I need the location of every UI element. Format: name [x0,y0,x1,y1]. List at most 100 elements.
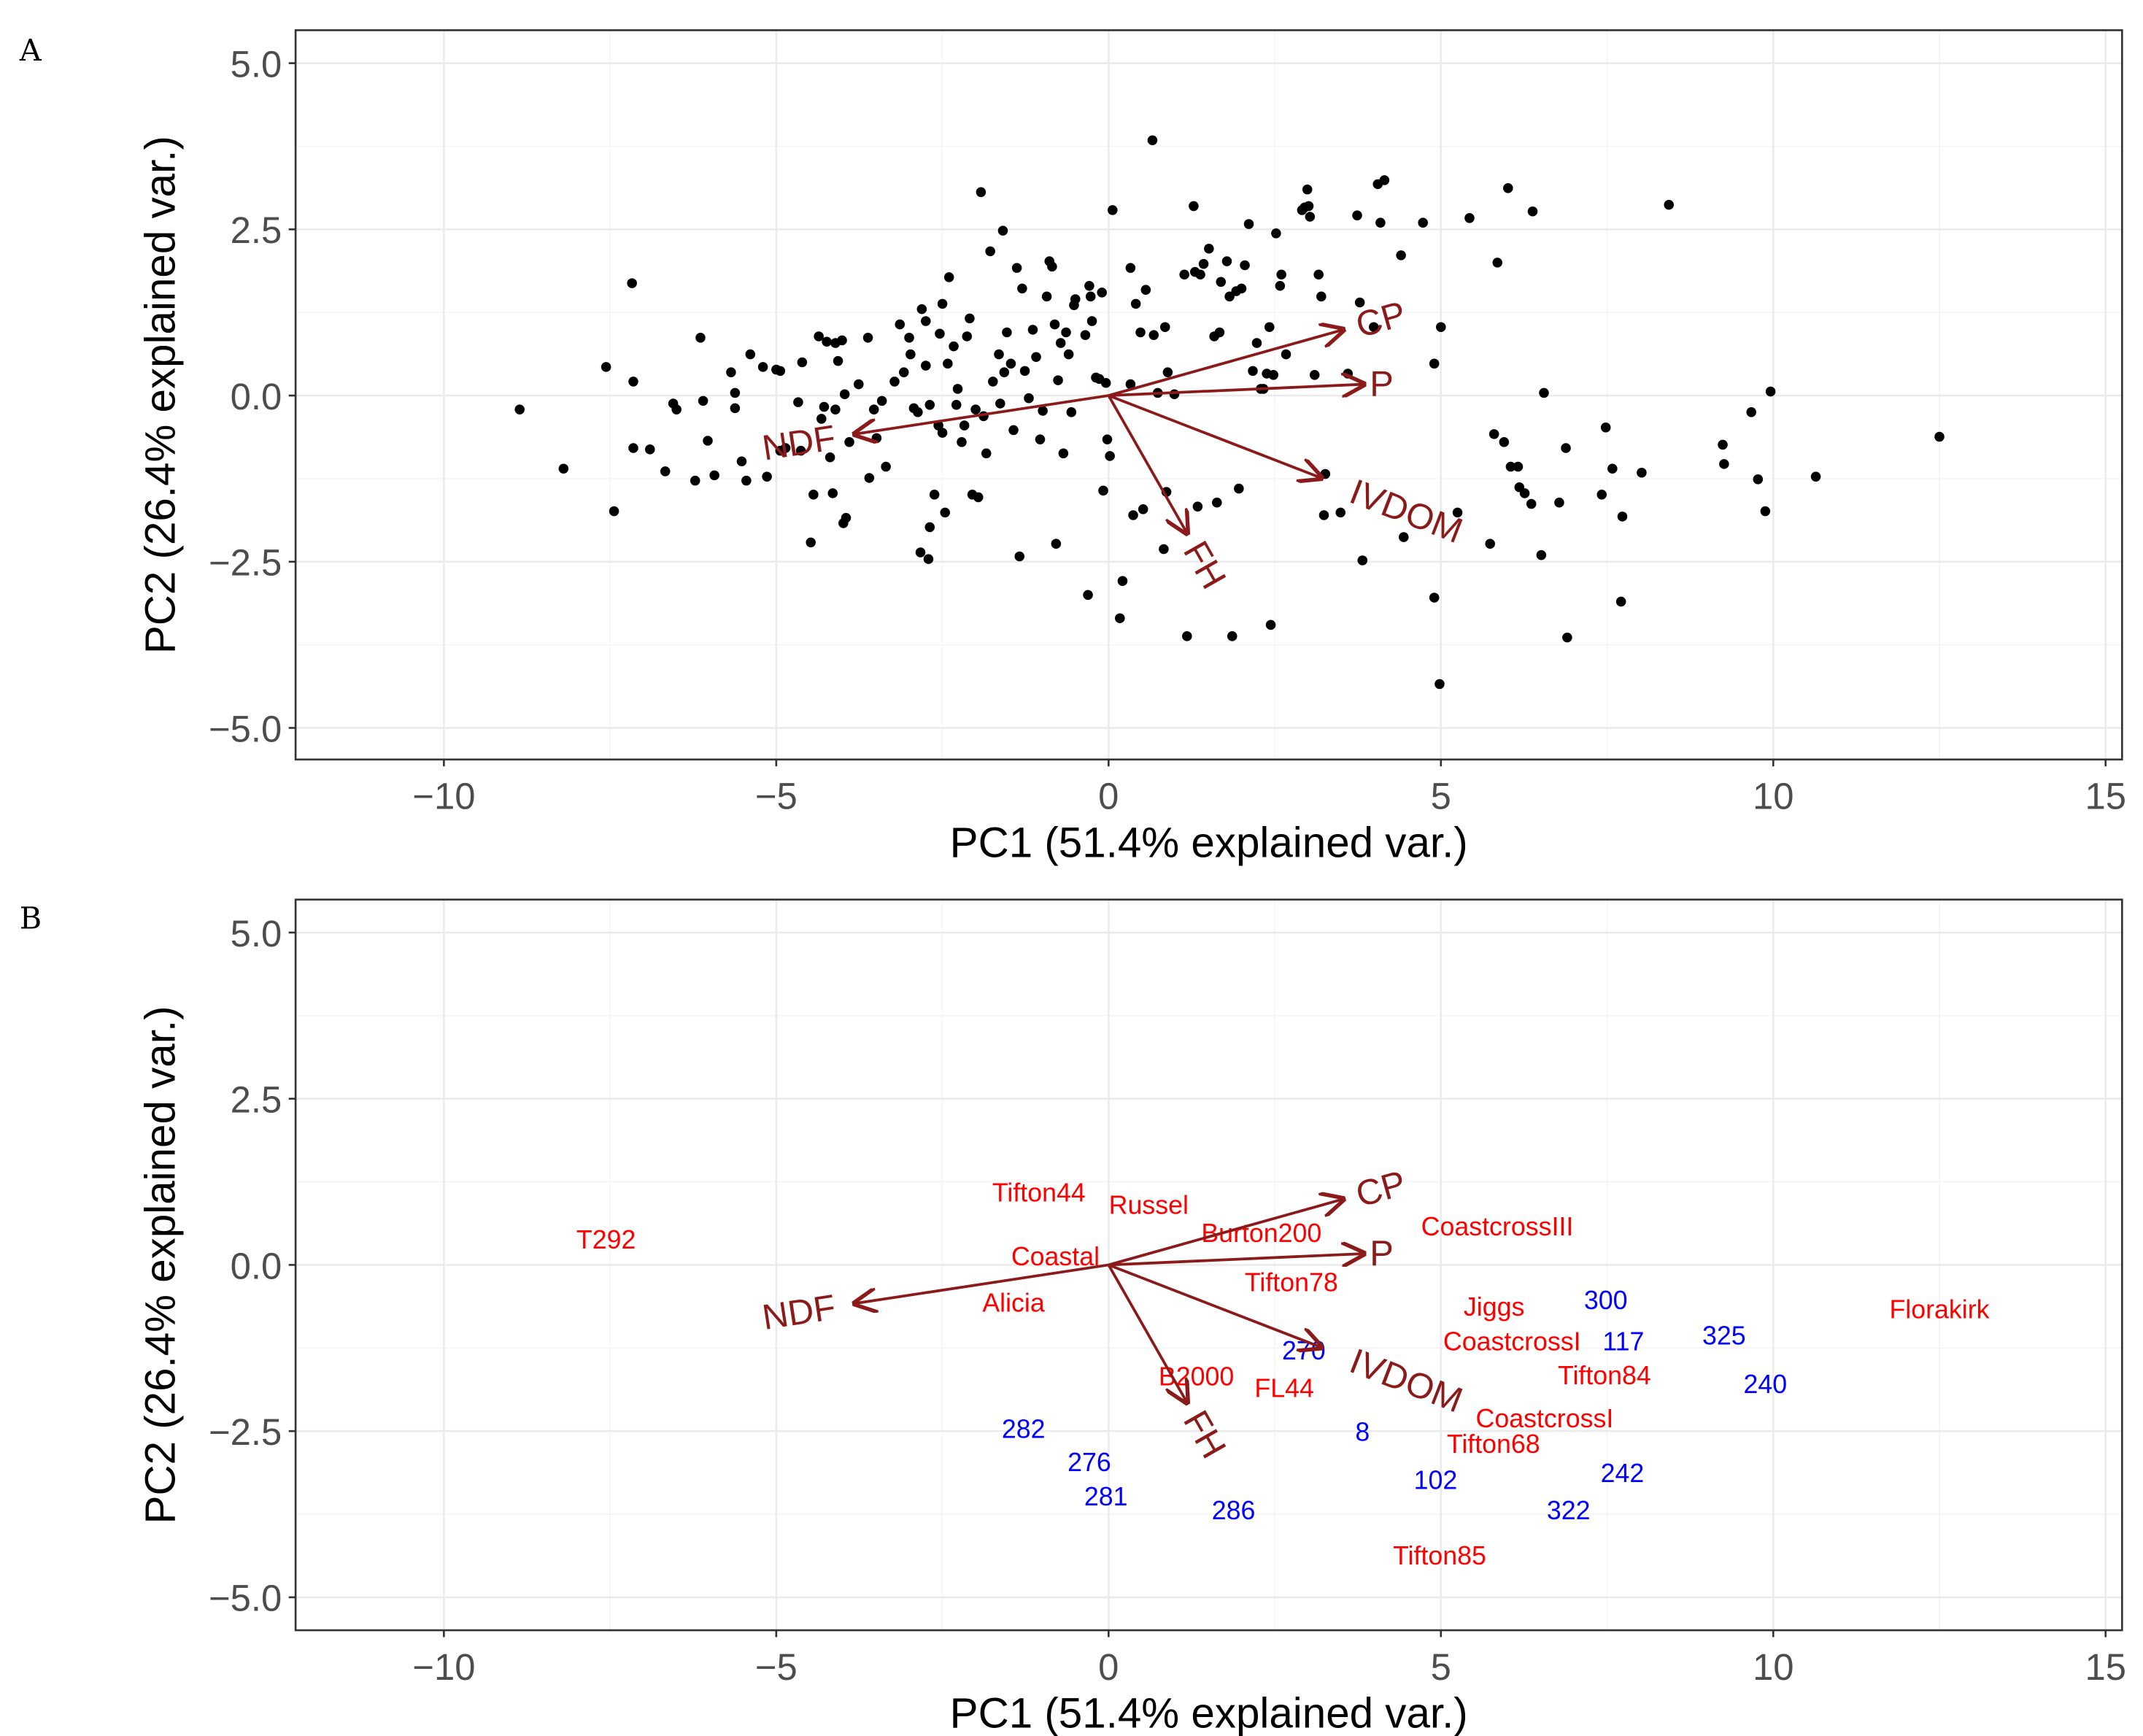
data-point [898,367,909,377]
data-point [1102,434,1113,444]
data-point [929,490,940,500]
data-point [1302,184,1313,195]
data-point [1600,423,1611,433]
data-point [1083,590,1093,601]
data-point [1098,485,1108,496]
loading-arrow-cp [1108,1199,1343,1267]
data-point [940,507,951,518]
data-point [1519,488,1530,498]
data-point [1554,497,1564,508]
data-point [827,488,838,498]
data-point [1169,389,1180,400]
x-tick-label: 15 [2085,1646,2126,1688]
data-point [775,366,786,377]
data-point [1436,322,1446,332]
x-tick-label: 5 [1431,776,1451,817]
data-point [745,349,756,360]
data-point [1746,407,1756,417]
data-point [1492,258,1502,268]
data-point [915,547,926,558]
data-point [730,387,741,398]
data-point [1318,510,1329,520]
data-point [671,404,681,414]
loading-label-p: P [1370,1234,1394,1273]
data-point [1320,468,1331,479]
loading-arrow-ndf [854,1263,1109,1303]
data-point [1753,474,1764,485]
point-label-accession: 276 [1067,1448,1111,1477]
data-point [1159,322,1170,332]
data-point [1051,539,1062,549]
data-point [1240,260,1250,271]
data-point [1140,285,1151,295]
data-point [1138,504,1148,514]
data-point [1198,258,1209,269]
data-point [904,333,914,343]
data-point [1562,632,1572,643]
data-point [1053,375,1063,385]
data-point [1038,406,1048,416]
data-point [1085,291,1096,302]
data-point [1396,250,1406,261]
data-point [1236,283,1247,294]
data-point [1464,213,1475,223]
point-label-cultivar: CoastcrossI [1443,1327,1581,1356]
data-point [1049,319,1060,330]
data-point [1212,497,1222,508]
data-point [1281,349,1291,360]
data-point [1234,483,1244,494]
point-label-accession: 117 [1602,1327,1644,1356]
point-label-cultivar: Tifton44 [992,1178,1086,1207]
data-point [822,336,832,347]
data-point [1070,294,1081,304]
data-point [1429,358,1440,369]
data-point [1214,327,1225,338]
loading-arrow-p [1108,1254,1364,1265]
data-point [730,403,741,414]
data-point [924,400,935,410]
y-tick-label: −5.0 [209,708,282,749]
data-point [1216,277,1227,288]
data-point [806,537,816,548]
data-point [1017,283,1027,294]
data-point [1343,369,1354,379]
x-tick-label: 15 [2085,776,2126,817]
x-tick-label: −5 [755,1646,798,1688]
data-point [868,404,879,414]
data-point [808,490,819,500]
data-point [660,466,671,477]
data-point [833,355,843,366]
data-point [1179,269,1189,280]
data-point [514,404,525,414]
data-point [837,335,847,346]
data-point [951,400,962,410]
data-point [1148,330,1159,340]
y-tick-label: −2.5 [209,1411,282,1453]
data-point [695,333,706,343]
data-point [797,357,808,368]
data-point [1195,269,1205,280]
data-point [916,304,927,315]
data-point [628,377,638,387]
data-point [1499,437,1510,447]
point-label-cultivar: Jiggs [1464,1292,1524,1322]
data-point [997,225,1008,236]
data-point [1561,443,1571,453]
point-label-cultivar: Tifton68 [1447,1430,1540,1459]
data-point [825,452,835,463]
data-point [1024,393,1034,404]
data-point [1488,429,1499,439]
data-point [558,463,569,474]
y-tick-label: 2.5 [231,209,282,251]
data-point [1011,263,1022,273]
data-point [1008,425,1019,436]
data-point [1536,549,1547,560]
data-point [1221,256,1232,266]
data-point [876,396,887,406]
data-point [1313,269,1324,280]
data-point [1526,498,1537,509]
data-point [1117,576,1128,586]
loading-label-fh: FH [1175,1404,1233,1465]
data-point [923,554,934,564]
